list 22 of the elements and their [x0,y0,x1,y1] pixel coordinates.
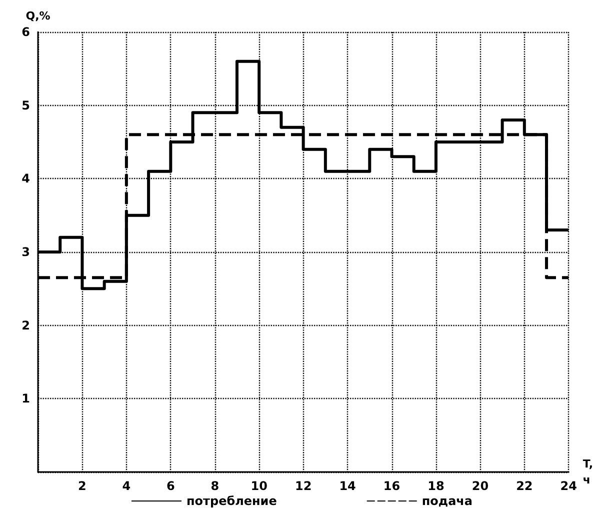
y-tick-label: 6 [22,25,30,39]
legend-label: потребление [186,494,277,508]
x-tick-label: 14 [339,479,356,493]
x-tick-label: 12 [294,479,312,493]
x-tick-label: 10 [250,479,268,493]
y-tick-label: 5 [22,98,30,112]
x-tick-label: 16 [383,479,400,493]
x-tick-label: 8 [210,479,220,493]
y-tick-label: 2 [22,318,30,332]
y-axis-title: Q,% [26,10,50,22]
x-tick-label: 6 [166,479,175,493]
x-tick-label: 22 [516,479,533,493]
x-tick-label: 2 [78,479,86,493]
x-axis-title: T, ч [582,458,594,486]
x-tick-label: 4 [122,479,131,493]
x-tick-label: 20 [472,479,489,493]
y-tick-label: 3 [22,245,30,259]
legend-label: подача [422,494,473,508]
y-tick-label: 4 [22,172,30,186]
x-tick-label: 24 [560,479,577,493]
x-tick-label: 18 [428,479,444,493]
y-tick-label: 1 [22,392,30,406]
